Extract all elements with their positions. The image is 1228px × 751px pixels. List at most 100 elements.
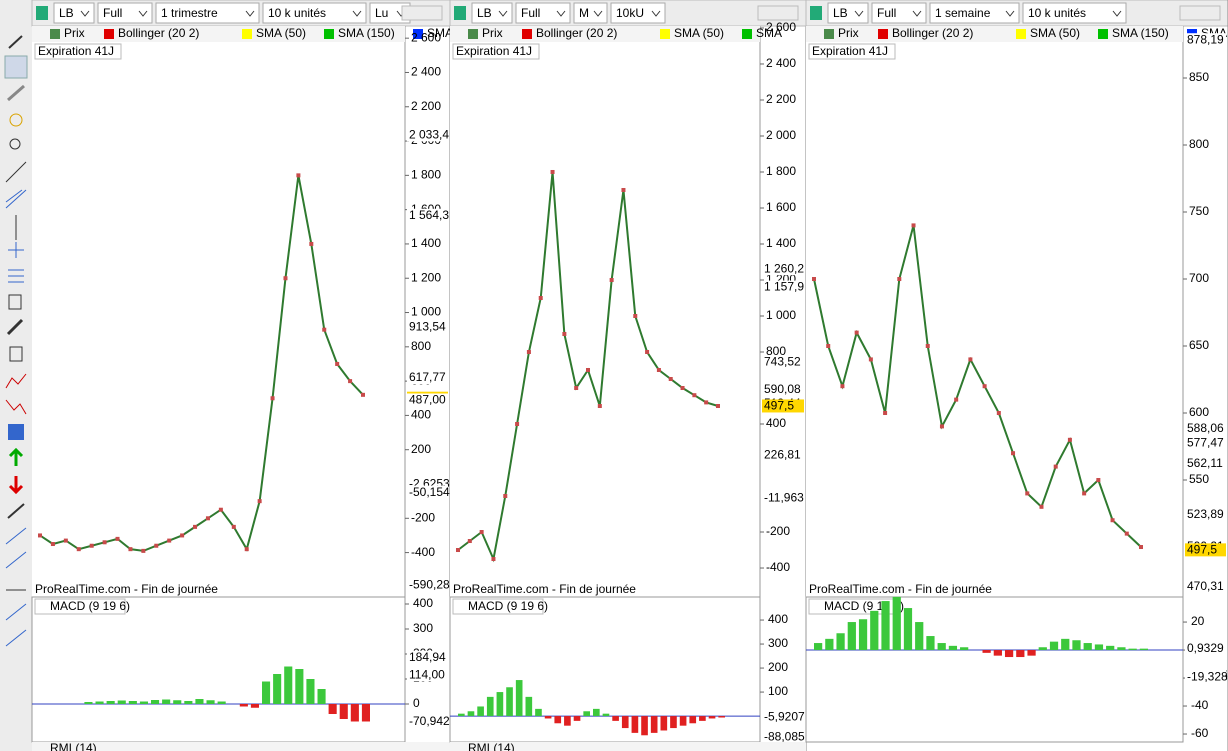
price-tag-label: 487,00: [409, 393, 446, 407]
pen-tool[interactable]: [8, 35, 23, 49]
dropdown[interactable]: [262, 2, 367, 24]
macd-bar: [477, 706, 484, 717]
macd-bar: [273, 674, 282, 704]
macd-title: MACD (9 19 6): [468, 599, 548, 613]
macd-bar: [960, 647, 969, 651]
plot-area: [450, 26, 760, 597]
dropdown-arrow: [80, 10, 90, 17]
dropdown[interactable]: [471, 2, 513, 24]
macd-title-box: [34, 598, 126, 615]
dropdown[interactable]: [53, 2, 95, 24]
window-buttons[interactable]: [1179, 5, 1221, 21]
macd-bar: [361, 704, 370, 722]
chart-icon[interactable]: [36, 6, 48, 20]
dropdown[interactable]: [97, 2, 153, 24]
price-tag-label: 562,11: [1187, 456, 1223, 470]
window-buttons[interactable]: [757, 5, 799, 21]
legend-label: Bollinger (20 2): [892, 26, 973, 40]
footer: ProRealTime.com - Fin de journée: [35, 582, 218, 596]
dropdown[interactable]: [827, 2, 869, 24]
macd-bar: [1128, 648, 1137, 651]
dropdown[interactable]: [929, 2, 1020, 24]
tools[interactable]: [6, 318, 24, 336]
window-buttons[interactable]: [401, 5, 443, 21]
price-tag-label: 1 564,3: [409, 208, 449, 222]
y-tick-label: 2 400: [411, 65, 441, 79]
price-point: [205, 516, 210, 521]
price-tag-label: 590,08: [764, 382, 801, 396]
dropdown[interactable]: [573, 2, 608, 24]
price-point: [257, 499, 262, 504]
macd-bar: [631, 716, 639, 733]
trend2-tool[interactable]: [5, 399, 27, 415]
macd-bar: [184, 701, 193, 704]
text-tool[interactable]: [8, 424, 24, 440]
price-point: [716, 404, 720, 409]
chart-icon[interactable]: [454, 6, 466, 20]
price-point: [883, 411, 888, 416]
price-tag-label: -19,328: [1187, 669, 1228, 683]
legend-label: SMA (150): [1112, 26, 1169, 40]
price-point: [128, 547, 133, 552]
price-tag-label: 497,5: [764, 399, 794, 413]
price-tag-label: 577,47: [1187, 435, 1224, 449]
gann-tool[interactable]: [5, 603, 27, 647]
macd-bar: [814, 643, 823, 651]
y-tick-label: 600: [1189, 405, 1209, 419]
dropdown[interactable]: [610, 2, 666, 24]
macd-bar: [117, 700, 126, 704]
expiration-label: Expiration 41J: [812, 44, 888, 58]
dropdown-arrow: [912, 10, 922, 17]
arrow-tool[interactable]: [7, 503, 25, 519]
zoom-tool[interactable]: [9, 138, 21, 150]
pitchfork-tool[interactable]: [5, 527, 27, 569]
price-point: [982, 384, 987, 389]
y-tick-label: -60: [1191, 726, 1209, 740]
macd-bar: [128, 701, 137, 704]
alert-tool[interactable]: [9, 113, 23, 127]
dropdown-arrow: [651, 10, 661, 17]
channel-tool[interactable]: [5, 189, 27, 209]
legend-swatch: [1016, 29, 1026, 39]
price-tag-label: 114,00: [409, 668, 445, 682]
chart-icon[interactable]: [810, 6, 822, 20]
macd-bar: [718, 716, 725, 718]
macd-bar: [602, 713, 610, 717]
price-point: [868, 357, 873, 362]
dropdown[interactable]: [515, 2, 571, 24]
macd-bar: [825, 638, 834, 651]
macd-bar: [1083, 643, 1092, 651]
dropdown[interactable]: [155, 2, 260, 24]
y-tick-label: 200: [768, 660, 788, 674]
sell-tool[interactable]: [8, 476, 24, 495]
price-tag: [1185, 641, 1226, 655]
price-tag-label: 743,52: [764, 354, 801, 368]
expiration-box: [34, 43, 122, 60]
line-tool[interactable]: [5, 161, 27, 183]
y-tick-label: 1 200: [411, 270, 441, 284]
macd-bar: [162, 699, 171, 704]
ruler-tool[interactable]: [7, 84, 25, 102]
y-tick-label: -400: [766, 560, 790, 574]
price-point: [550, 169, 555, 174]
y-tick-label: 850: [1189, 70, 1209, 84]
pointer-tool[interactable]: [4, 55, 28, 79]
cross-tool[interactable]: [8, 242, 24, 258]
dropdown[interactable]: [1022, 2, 1127, 24]
price-point: [897, 277, 902, 282]
macd-bar: [486, 696, 494, 717]
macd-bar: [641, 716, 648, 736]
macd-bar: [195, 699, 204, 704]
price-point: [335, 361, 340, 366]
trend-tool[interactable]: [5, 373, 27, 389]
y-tick-label: 300: [768, 636, 788, 650]
y-tick-label: 1 400: [411, 236, 441, 250]
price-tag: [762, 280, 804, 294]
buy-tool[interactable]: [8, 447, 24, 466]
dropdown[interactable]: [871, 2, 927, 24]
price-point: [503, 494, 508, 499]
delete-tool[interactable]: [9, 346, 23, 362]
fib-tool[interactable]: [8, 269, 24, 283]
copy-tool[interactable]: [8, 294, 22, 310]
y-tick-label: 400: [768, 612, 788, 626]
